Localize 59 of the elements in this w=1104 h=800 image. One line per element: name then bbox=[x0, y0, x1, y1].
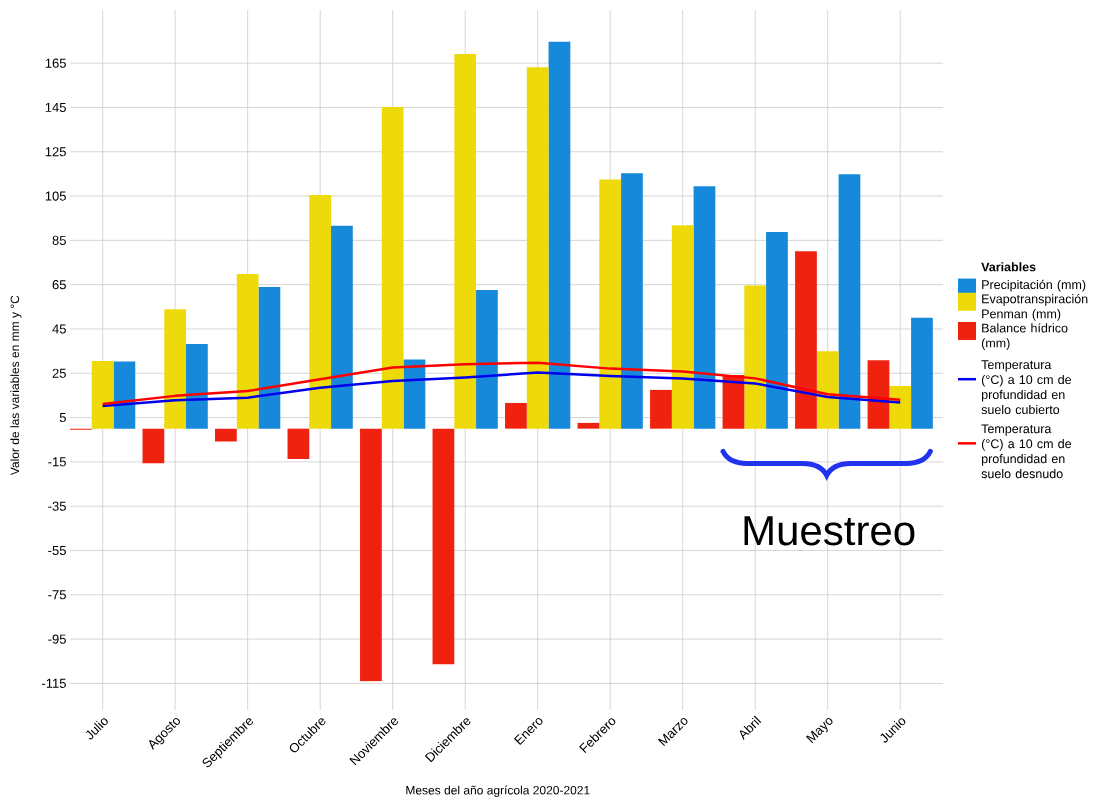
y-tick-label: 45 bbox=[52, 324, 66, 334]
x-axis-title: Meses del año agrícola 2020-2021 bbox=[406, 785, 590, 797]
y-tick-label: -35 bbox=[48, 501, 66, 511]
bar bbox=[693, 186, 716, 429]
bar bbox=[599, 179, 622, 429]
legend-label: Precipitación (mm) bbox=[982, 279, 1086, 292]
bar bbox=[795, 251, 817, 429]
bar bbox=[505, 402, 527, 429]
bar bbox=[476, 289, 498, 429]
y-tick-label: 85 bbox=[52, 235, 66, 245]
y-tick-label: 65 bbox=[52, 279, 66, 290]
legend-title: Variables bbox=[981, 262, 1036, 272]
legend-label: Temperatura (°C) a 10 cm de profundidad en suelo cubierto bbox=[981, 360, 1072, 414]
bar bbox=[548, 41, 571, 429]
legend-label: Evapotranspiración Penman (mm) bbox=[982, 293, 1088, 321]
bar bbox=[309, 194, 332, 429]
y-tick-label: -15 bbox=[48, 457, 66, 467]
y-tick-label: -95 bbox=[48, 634, 66, 644]
bar bbox=[889, 385, 912, 429]
y-tick-label: -115 bbox=[42, 678, 66, 688]
bar bbox=[911, 317, 933, 429]
y-tick-label: 5 bbox=[59, 412, 66, 423]
bar bbox=[236, 273, 259, 429]
bar bbox=[258, 287, 281, 429]
bar bbox=[766, 231, 788, 429]
bar bbox=[816, 351, 839, 429]
bar bbox=[671, 225, 694, 429]
bar bbox=[91, 361, 114, 429]
bar bbox=[838, 174, 861, 429]
bar bbox=[526, 67, 549, 429]
legend-label: Balance hídrico (mm) bbox=[981, 323, 1068, 350]
bar bbox=[577, 422, 600, 429]
bar bbox=[454, 53, 477, 429]
bar bbox=[215, 428, 237, 442]
bar bbox=[287, 428, 310, 459]
bar bbox=[331, 225, 353, 429]
bar bbox=[360, 428, 382, 682]
y-tick-label: 25 bbox=[52, 368, 66, 378]
y-tick-label: 165 bbox=[45, 58, 66, 68]
bar bbox=[432, 428, 455, 665]
y-tick-label: -55 bbox=[48, 545, 66, 555]
y-tick-label: 125 bbox=[45, 147, 66, 157]
bar bbox=[867, 360, 890, 429]
y-tick-label: 105 bbox=[45, 191, 66, 201]
annotation: Muestreo bbox=[744, 516, 915, 546]
y-tick-label: -75 bbox=[48, 590, 66, 600]
bar bbox=[164, 309, 187, 429]
bar bbox=[744, 285, 767, 429]
bar bbox=[381, 106, 404, 429]
bar bbox=[142, 428, 165, 464]
line-series bbox=[101, 371, 902, 408]
bar bbox=[186, 343, 208, 429]
y-axis-title: Valor de las variables en mm y °C bbox=[10, 295, 22, 476]
bar bbox=[621, 173, 643, 429]
legend-label: Temperatura (°C) a 10 cm de profundidad en suelo desnudo bbox=[981, 424, 1072, 479]
line-series bbox=[101, 361, 902, 406]
y-tick-label: 145 bbox=[45, 102, 66, 112]
x-tick-label: Julio bbox=[85, 718, 108, 740]
bar bbox=[650, 389, 672, 429]
